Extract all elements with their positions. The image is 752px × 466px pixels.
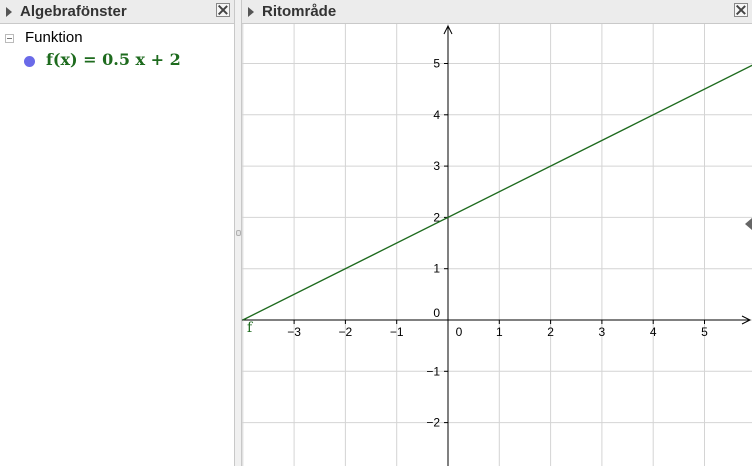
y-axis-arrow-icon xyxy=(443,24,453,35)
graphics-view: Ritområde −3 −2 −1 1 2 3 4 5 −2 −1 1 2 3 4 5 0 0 f xyxy=(242,0,752,466)
graphing-canvas[interactable]: −3 −2 −1 1 2 3 4 5 −2 −1 1 2 3 4 5 0 0 f xyxy=(242,24,752,466)
algebra-view-title-bar[interactable]: Algebrafönster xyxy=(0,0,234,24)
collapse-minus-icon[interactable] xyxy=(5,34,14,43)
y-tick-label: 3 xyxy=(433,159,440,173)
panel-splitter[interactable] xyxy=(234,0,242,466)
y-tick-label: 5 xyxy=(433,57,440,71)
x-tick-label: −3 xyxy=(287,325,301,339)
y-tick-label: −2 xyxy=(426,416,440,430)
x-tick-label: −2 xyxy=(339,325,353,339)
collapse-triangle-icon[interactable] xyxy=(6,7,12,17)
function-graph xyxy=(242,64,752,321)
close-icon[interactable] xyxy=(216,3,230,17)
origin-label: 0 xyxy=(456,325,463,339)
function-label: f xyxy=(247,320,254,336)
x-axis-arrow-icon xyxy=(741,315,752,325)
y-tick-label: 1 xyxy=(433,262,440,276)
visibility-toggle-icon[interactable] xyxy=(24,56,35,67)
algebra-view: Algebrafönster Funktion f(x) = 0.5 x + 2 xyxy=(0,0,234,466)
category-label: Funktion xyxy=(25,29,83,46)
graphics-view-title: Ritområde xyxy=(262,3,337,20)
splitter-grip-icon[interactable] xyxy=(236,230,241,236)
category-row[interactable]: Funktion xyxy=(0,26,234,48)
y-tick-label: 2 xyxy=(433,210,440,224)
algebra-view-title: Algebrafönster xyxy=(20,3,127,20)
x-tick-label: 2 xyxy=(547,325,554,339)
y-tick-label: 4 xyxy=(433,108,440,122)
x-tick-label: −1 xyxy=(390,325,404,339)
x-tick-label: 3 xyxy=(599,325,606,339)
x-tick-label: 1 xyxy=(496,325,503,339)
collapse-triangle-icon[interactable] xyxy=(248,7,254,17)
close-icon[interactable] xyxy=(734,3,748,17)
origin-label: 0 xyxy=(433,306,440,320)
x-tick-label: 4 xyxy=(650,325,657,339)
y-tick-label: −1 xyxy=(426,364,440,378)
x-tick-label: 5 xyxy=(701,325,708,339)
function-formula[interactable]: f(x) = 0.5 x + 2 xyxy=(46,50,181,69)
list-item[interactable]: f(x) = 0.5 x + 2 xyxy=(0,50,234,72)
graphics-view-title-bar[interactable]: Ritområde xyxy=(242,0,752,24)
side-panel-arrow-icon[interactable] xyxy=(745,218,752,230)
